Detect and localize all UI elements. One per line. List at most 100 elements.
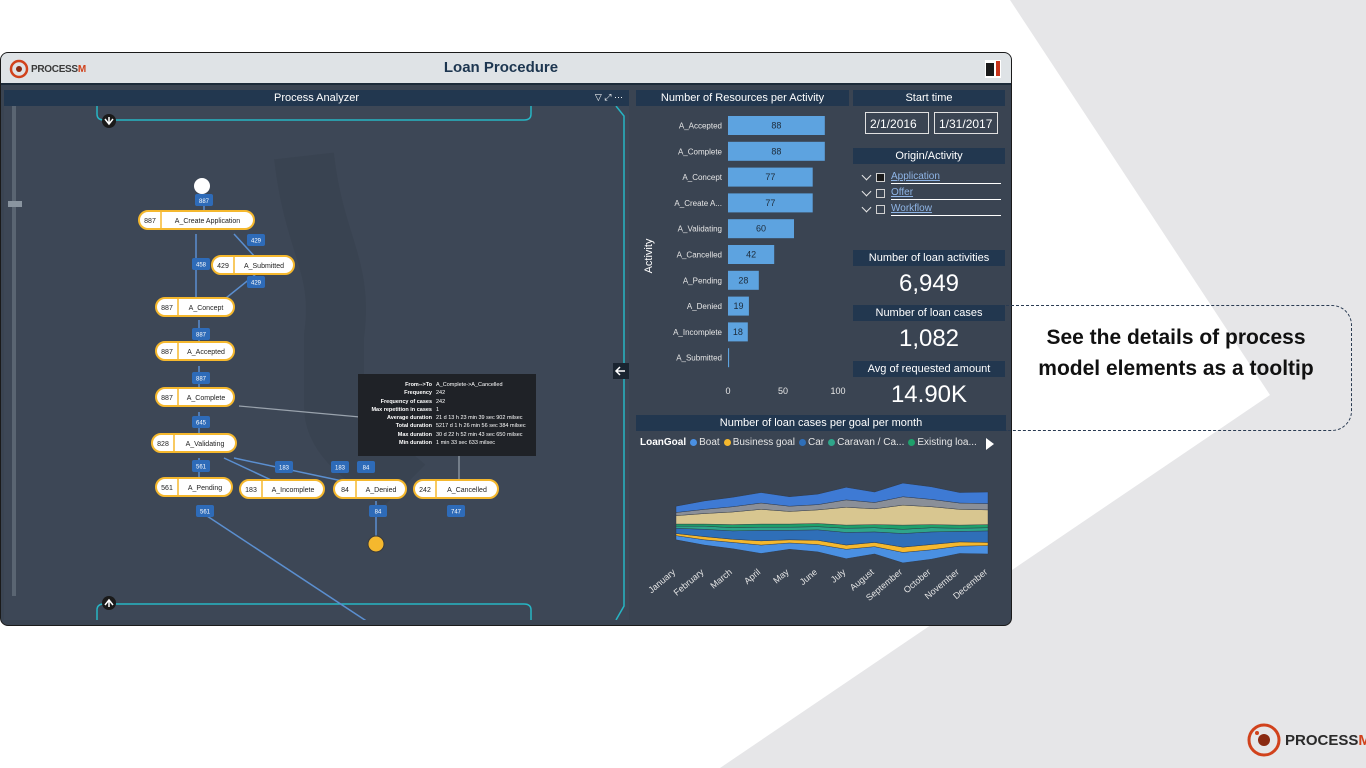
- kpi-title: Number of loan activities: [853, 250, 1005, 266]
- process-node[interactable]: 828 A_Validating: [151, 433, 237, 453]
- kpi-requested-amount: Avg of requested amount 14.90K: [853, 361, 1005, 413]
- process-tooltip: From-->To A_Complete->A_Cancelled Frequenc…: [358, 374, 536, 456]
- bar-data-label: 19: [733, 301, 743, 311]
- end-date-input[interactable]: 1/31/2017: [934, 112, 998, 134]
- origin-activity-slicer[interactable]: Origin/Activity Application Offer Workflow: [853, 148, 1005, 253]
- node-label: A_Pending: [188, 485, 222, 492]
- bar[interactable]: [728, 348, 730, 368]
- legend-item[interactable]: Car: [795, 437, 824, 448]
- x-tick-label: February: [672, 567, 706, 598]
- edge-frequency-label[interactable]: 561: [192, 460, 210, 472]
- edge-frequency-label[interactable]: 645: [192, 416, 210, 428]
- x-tick-label: 50: [778, 386, 788, 396]
- bar[interactable]: [728, 322, 748, 342]
- chart-legend[interactable]: LoanGoal Boat Business goal Car Caravan / Ca…: [640, 437, 1002, 451]
- process-node[interactable]: 429 A_Submitted: [211, 255, 295, 275]
- edge-frequency-label[interactable]: 429: [247, 276, 265, 288]
- process-node[interactable]: 887 A_Complete: [155, 387, 235, 407]
- bar[interactable]: [728, 141, 825, 161]
- bar[interactable]: [728, 167, 813, 187]
- item-label: Offer: [891, 187, 1001, 200]
- legend-item[interactable]: Caravan / Ca...: [824, 437, 904, 448]
- process-analyzer-panel[interactable]: Process Analyzer ▽ ⤢ ⋯: [4, 90, 629, 620]
- legend-item[interactable]: Business goal: [720, 437, 795, 448]
- bar-data-label: 18: [733, 327, 743, 337]
- category-label: A_Pending: [683, 276, 722, 285]
- bar[interactable]: [728, 270, 759, 290]
- process-node[interactable]: 242 A_Cancelled: [413, 479, 499, 499]
- legend-dot: [798, 439, 806, 446]
- start-edge-label[interactable]: 887: [195, 194, 213, 206]
- start-date-input[interactable]: 2/1/2016: [865, 112, 929, 134]
- edge-frequency-label[interactable]: 887: [192, 328, 210, 340]
- x-tick-label: 100: [830, 386, 845, 396]
- edge-frequency-label[interactable]: 561: [196, 505, 214, 517]
- vertical-scrollbar[interactable]: [12, 106, 16, 596]
- checkbox[interactable]: [876, 188, 885, 198]
- process-node[interactable]: 84 A_Denied: [333, 479, 407, 499]
- node-label: A_Denied: [366, 487, 397, 494]
- edge-frequency-label[interactable]: 458: [192, 258, 210, 270]
- stream-series-area[interactable]: [675, 482, 989, 513]
- bar[interactable]: [728, 219, 794, 239]
- process-node[interactable]: 887 A_Concept: [155, 297, 235, 317]
- process-node[interactable]: 887 A_Accepted: [155, 341, 235, 361]
- kpi-title: Number of loan cases: [853, 305, 1005, 321]
- bar[interactable]: [728, 193, 813, 213]
- svg-text:84: 84: [363, 466, 370, 472]
- checkbox[interactable]: [876, 204, 885, 214]
- edge-frequency-label[interactable]: 887: [192, 372, 210, 384]
- edge-frequency-label[interactable]: 183: [275, 461, 293, 473]
- origin-activity-item[interactable]: Workflow: [861, 202, 1001, 216]
- process-node[interactable]: 887 A_Create Application: [138, 210, 255, 230]
- legend-item[interactable]: Boat: [686, 437, 720, 448]
- process-node[interactable]: 561 A_Pending: [155, 477, 233, 497]
- category-label: A_Complete: [678, 147, 723, 156]
- tooltip-key: Max duration: [397, 431, 432, 438]
- kpi-title: Avg of requested amount: [853, 361, 1005, 377]
- report-title: Loan Procedure: [443, 59, 559, 76]
- category-label: A_Incomplete: [673, 328, 722, 337]
- edge-frequency-label[interactable]: 84: [369, 505, 387, 517]
- bar[interactable]: [728, 296, 749, 316]
- checkbox[interactable]: [876, 172, 885, 182]
- chevron-down-icon[interactable]: [861, 202, 872, 212]
- node-count: 242: [419, 487, 431, 494]
- scrollbar-thumb[interactable]: [8, 201, 22, 207]
- edge-frequency-label[interactable]: 747: [447, 505, 465, 517]
- start-time-title: Start time: [853, 90, 1005, 106]
- legend-label: Caravan / Ca...: [837, 437, 905, 448]
- start-time-slicer[interactable]: Start time 2/1/2016 1/31/2017: [853, 90, 1005, 137]
- resources-per-activity-panel[interactable]: Number of Resources per Activity Activit…: [636, 90, 849, 410]
- loan-cases-per-goal-panel[interactable]: Number of loan cases per goal per month …: [636, 415, 1006, 620]
- y-axis-title: Activity: [643, 238, 655, 273]
- visual-header-icons[interactable]: ▽ ⤢ ⋯: [594, 92, 623, 102]
- process-node[interactable]: 183 A_Incomplete: [239, 479, 325, 499]
- chevron-down-icon[interactable]: [861, 186, 872, 196]
- legend-item[interactable]: Existing loa...: [904, 437, 977, 448]
- process-analyzer-title: Process Analyzer: [4, 90, 629, 106]
- kpi-loan-activities: Number of loan activities 6,949: [853, 250, 1005, 302]
- bar[interactable]: [728, 245, 775, 264]
- bar[interactable]: [728, 116, 825, 135]
- end-node[interactable]: [367, 535, 385, 553]
- svg-text:429: 429: [251, 239, 262, 245]
- tooltip-row: From-->To A_Complete->A_Cancelled: [358, 382, 536, 390]
- svg-text:887: 887: [196, 333, 207, 339]
- start-node[interactable]: [194, 178, 210, 194]
- tooltip-key: Frequency of cases: [380, 398, 432, 405]
- svg-text:183: 183: [335, 466, 346, 472]
- origin-activity-item[interactable]: Application: [861, 170, 1001, 184]
- edge-frequency-label[interactable]: 429: [247, 234, 265, 246]
- resources-bar-chart: Activity A_Accepted 88 A_Complete 88 A_Concep…: [643, 116, 846, 396]
- category-label: A_Submitted: [676, 354, 722, 363]
- collapse-left-icon[interactable]: [613, 363, 629, 379]
- edge-frequency-label[interactable]: 84: [357, 461, 375, 473]
- edge-frequency-label[interactable]: 183: [331, 461, 349, 473]
- svg-text:84: 84: [375, 510, 382, 516]
- origin-activity-item[interactable]: Offer: [861, 186, 1001, 200]
- item-label: Workflow: [891, 203, 1001, 216]
- legend-next-arrow-icon[interactable]: [986, 438, 994, 450]
- tooltip-key: Min duration: [399, 440, 432, 447]
- chevron-down-icon[interactable]: [861, 170, 872, 180]
